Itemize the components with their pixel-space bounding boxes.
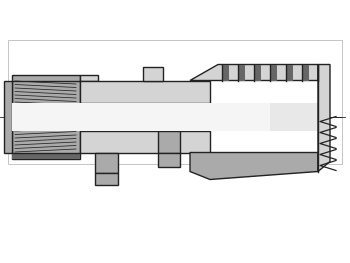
Polygon shape xyxy=(158,153,180,166)
Polygon shape xyxy=(143,67,163,80)
Polygon shape xyxy=(318,64,330,171)
Polygon shape xyxy=(95,153,118,173)
Polygon shape xyxy=(238,64,245,80)
Polygon shape xyxy=(80,103,270,130)
Polygon shape xyxy=(80,108,258,125)
Polygon shape xyxy=(80,123,258,127)
Polygon shape xyxy=(80,74,98,80)
Polygon shape xyxy=(80,107,258,110)
Polygon shape xyxy=(12,74,80,159)
Polygon shape xyxy=(254,64,261,80)
Polygon shape xyxy=(190,64,318,80)
Polygon shape xyxy=(158,130,180,153)
Polygon shape xyxy=(180,103,320,130)
Polygon shape xyxy=(286,64,293,80)
Polygon shape xyxy=(95,173,118,185)
Polygon shape xyxy=(190,153,318,180)
Polygon shape xyxy=(302,64,309,80)
Polygon shape xyxy=(4,80,12,153)
Polygon shape xyxy=(222,64,229,80)
Polygon shape xyxy=(270,64,277,80)
Polygon shape xyxy=(80,130,210,153)
Polygon shape xyxy=(12,153,80,159)
Polygon shape xyxy=(12,103,80,130)
Polygon shape xyxy=(80,80,210,103)
